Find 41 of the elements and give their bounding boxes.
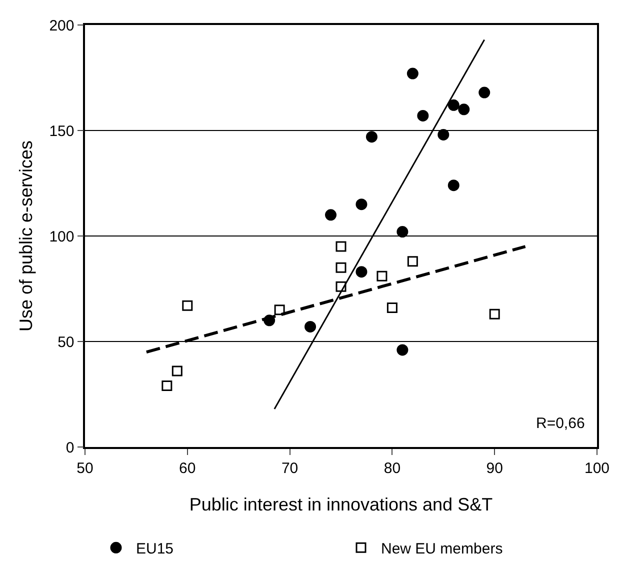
legend-label: New EU members [381, 540, 503, 558]
y-tick-label: 100 [49, 228, 74, 246]
point [407, 256, 418, 267]
point [366, 131, 378, 143]
x-tick-label: 60 [179, 460, 196, 477]
point [489, 308, 500, 320]
point [396, 226, 408, 238]
x-tick-label: 70 [281, 460, 298, 477]
point [478, 86, 490, 98]
point [406, 68, 418, 80]
point [396, 344, 408, 356]
point [274, 304, 285, 316]
point [458, 104, 470, 116]
point [304, 320, 316, 332]
point [386, 302, 398, 313]
x-axis-title: Public interest in innovations and S&T [189, 494, 493, 514]
point [438, 128, 450, 140]
y-tick-label: 50 [58, 334, 74, 351]
x-tick-label: 50 [76, 460, 94, 477]
y-tick-label: 150 [49, 122, 74, 140]
y-axis-title: Use of public e-services [16, 140, 36, 332]
point [336, 281, 346, 292]
point [162, 380, 172, 392]
legend-label: EU15 [136, 540, 174, 558]
x-tick-label: 100 [584, 460, 610, 477]
y-tick-label: 0 [66, 439, 74, 456]
point [356, 198, 368, 210]
point [172, 366, 182, 376]
point [182, 300, 193, 311]
x-tick-label: 80 [384, 460, 401, 477]
point [336, 241, 346, 252]
point [356, 266, 368, 278]
point [448, 180, 460, 192]
point [376, 270, 388, 282]
y-tick-label: 200 [49, 17, 74, 34]
point [448, 99, 460, 111]
point [336, 262, 346, 273]
point [325, 209, 337, 221]
point [417, 110, 429, 122]
annotation: R=0,66 [536, 415, 585, 432]
x-tick-label: 90 [486, 460, 503, 477]
